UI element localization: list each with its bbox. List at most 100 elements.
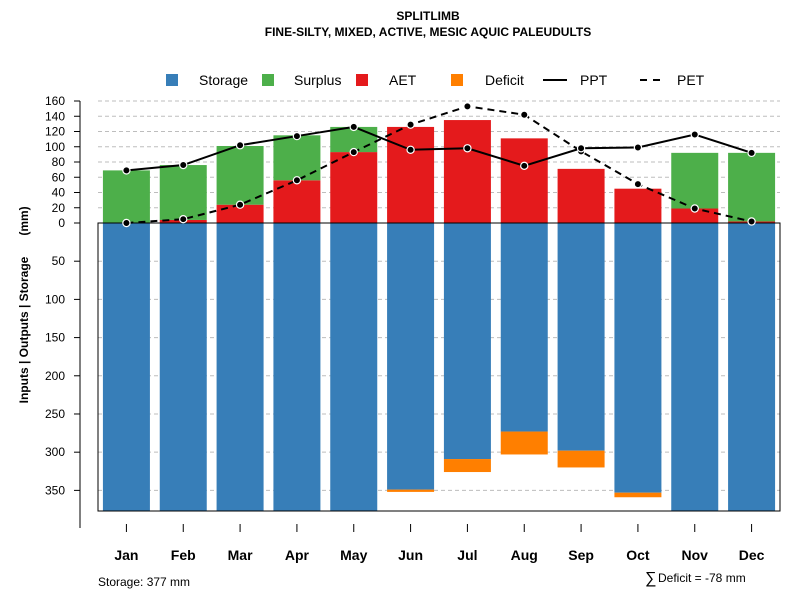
sigma-symbol: ∑ bbox=[645, 570, 656, 587]
storage-bar-may bbox=[330, 223, 378, 511]
ppt-point-may bbox=[349, 122, 358, 132]
y-tick-label-upper-60: 60 bbox=[52, 170, 66, 184]
pet-point-jul bbox=[463, 102, 472, 111]
legend-swatch-surplus bbox=[262, 74, 274, 86]
x-tick-label-dec: Dec bbox=[739, 547, 765, 563]
pet-point-nov bbox=[690, 204, 699, 213]
y-axis-label: Inputs | Outputs | Storage bbox=[17, 256, 31, 403]
storage-bar-feb bbox=[159, 223, 207, 511]
pet-point-feb bbox=[179, 214, 188, 224]
pet-point-aug bbox=[520, 110, 529, 119]
legend-swatch-storage bbox=[166, 74, 178, 86]
surplus-bar-dec bbox=[728, 152, 776, 222]
deficit-bar-jul bbox=[443, 459, 491, 473]
y-tick-label-upper-140: 140 bbox=[45, 109, 65, 123]
plot-frame bbox=[97, 222, 781, 512]
ppt-point-sep bbox=[576, 144, 586, 153]
storage-frame bbox=[97, 222, 781, 512]
ppt-point-feb bbox=[179, 160, 188, 170]
chart-subtitle: FINE-SILTY, MIXED, ACTIVE, MESIC AQUIC P… bbox=[265, 25, 591, 39]
y-tick-label-upper-160: 160 bbox=[45, 94, 65, 108]
x-tick-label-feb: Feb bbox=[171, 547, 196, 563]
x-tick-label-sep: Sep bbox=[568, 547, 594, 563]
x-axis: Jan Feb Mar Apr May Jun Jul Aug Sep Oct Nov Dec bbox=[114, 524, 765, 563]
legend-swatch-aet bbox=[356, 74, 368, 86]
y-tick-label-upper-80: 80 bbox=[52, 155, 66, 169]
ppt-point-dec bbox=[747, 148, 756, 158]
y-tick-label-lower-200: 200 bbox=[45, 369, 65, 383]
storage-annotation: Storage: 377 mm bbox=[98, 575, 190, 589]
y-tick-label-upper-100: 100 bbox=[45, 140, 65, 154]
chart-title: SPLITLIMB bbox=[396, 9, 460, 23]
legend-label-deficit: Deficit bbox=[485, 72, 524, 88]
y-tick-label-upper-0: 0 bbox=[58, 216, 65, 230]
storage-bar-jun bbox=[387, 223, 435, 490]
ppt-point-jun bbox=[406, 145, 415, 154]
pet-point-may bbox=[349, 147, 358, 157]
ppt-point-mar bbox=[235, 141, 245, 150]
ppt-point-nov bbox=[690, 130, 699, 139]
y-tick-label-lower-300: 300 bbox=[45, 445, 65, 459]
bars bbox=[102, 120, 776, 511]
y-axis-units: (mm) bbox=[17, 206, 31, 235]
legend-label-ppt: PPT bbox=[580, 72, 608, 88]
deficit-bar-aug bbox=[500, 431, 548, 455]
storage-bar-oct bbox=[614, 223, 662, 493]
y-tick-label-lower-250: 250 bbox=[45, 407, 65, 421]
y-tick-label-upper-120: 120 bbox=[45, 125, 65, 139]
deficit-annotation: Deficit = -78 mm bbox=[658, 571, 746, 585]
pet-point-jun bbox=[406, 120, 415, 129]
legend: Storage Surplus AET Deficit PPT PET bbox=[166, 72, 705, 88]
deficit-bar-jun bbox=[387, 489, 435, 492]
aet-bar-aug bbox=[500, 138, 548, 223]
aet-bar-oct bbox=[614, 188, 662, 223]
ppt-point-oct bbox=[633, 143, 643, 152]
pet-point-oct bbox=[633, 179, 643, 189]
x-tick-label-aug: Aug bbox=[511, 547, 538, 563]
storage-bar-sep bbox=[557, 223, 605, 451]
x-tick-label-apr: Apr bbox=[285, 547, 310, 563]
ppt-point-apr bbox=[292, 131, 302, 141]
ppt-line bbox=[126, 125, 752, 172]
storage-bar-mar bbox=[216, 223, 264, 511]
storage-bar-nov bbox=[671, 223, 719, 511]
surplus-bar-nov bbox=[671, 152, 719, 209]
x-tick-label-may: May bbox=[340, 547, 367, 563]
pet-line bbox=[126, 105, 752, 224]
y-tick-label-lower-150: 150 bbox=[45, 331, 65, 345]
x-tick-label-jun: Jun bbox=[398, 547, 423, 563]
aet-bar-mar bbox=[216, 204, 264, 223]
pet-point-apr bbox=[292, 176, 302, 185]
y-tick-label-lower-100: 100 bbox=[45, 292, 65, 306]
legend-swatch-deficit bbox=[451, 74, 463, 86]
pet-point-jan bbox=[122, 218, 131, 228]
deficit-bar-sep bbox=[557, 450, 605, 468]
gridlines bbox=[98, 100, 780, 491]
storage-bar-jul bbox=[443, 223, 491, 460]
storage-bar-aug bbox=[500, 223, 548, 432]
y-tick-label-lower-50: 50 bbox=[52, 254, 66, 268]
y-axis: 0204060801001201401605010015020025030035… bbox=[45, 94, 81, 528]
deficit-bar-oct bbox=[614, 492, 662, 498]
x-tick-label-nov: Nov bbox=[682, 547, 709, 563]
ppt-point-jul bbox=[463, 144, 472, 153]
legend-label-storage: Storage bbox=[199, 72, 248, 88]
aet-bar-jul bbox=[443, 120, 491, 223]
surplus-bar-jan bbox=[102, 170, 150, 223]
ppt-point-jan bbox=[122, 166, 131, 175]
x-tick-label-jan: Jan bbox=[114, 547, 138, 563]
storage-bar-apr bbox=[273, 223, 321, 511]
series-lines bbox=[122, 102, 756, 228]
y-tick-label-upper-40: 40 bbox=[52, 186, 66, 200]
pet-point-dec bbox=[747, 217, 756, 226]
storage-bar-jan bbox=[102, 223, 150, 511]
ppt-point-aug bbox=[520, 161, 529, 171]
pet-point-mar bbox=[235, 200, 245, 209]
aet-bar-may bbox=[330, 152, 378, 223]
aet-bar-jun bbox=[387, 126, 435, 223]
legend-label-surplus: Surplus bbox=[294, 72, 341, 88]
x-tick-label-mar: Mar bbox=[228, 547, 253, 563]
legend-label-pet: PET bbox=[677, 72, 705, 88]
y-tick-label-lower-350: 350 bbox=[45, 483, 65, 497]
